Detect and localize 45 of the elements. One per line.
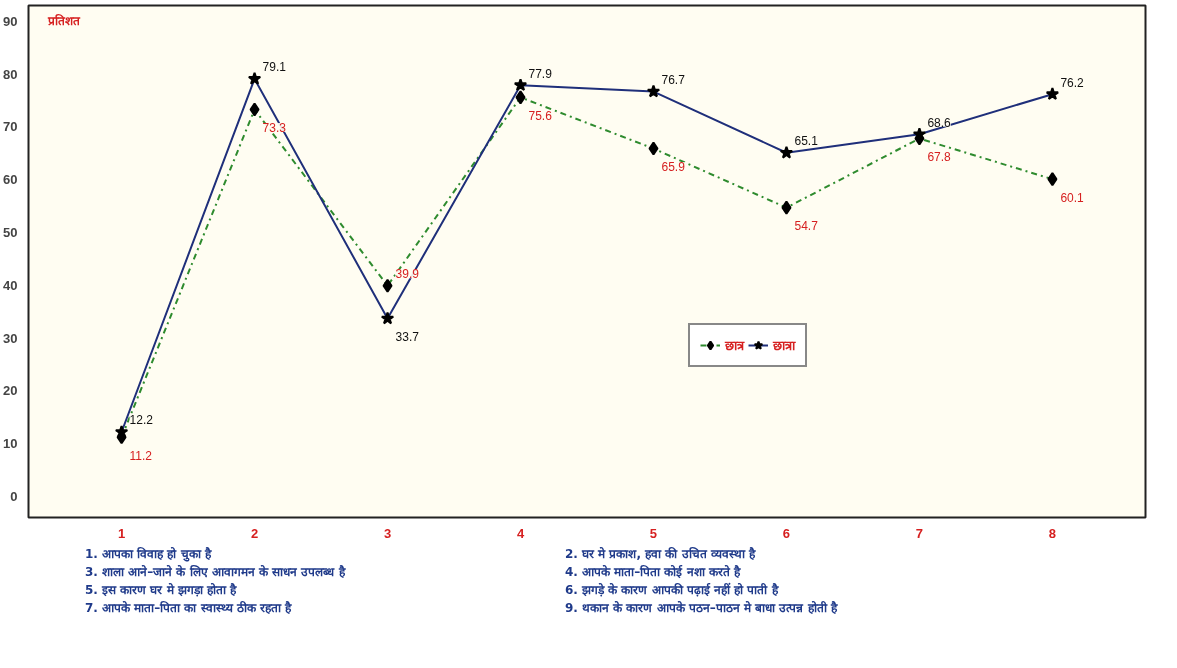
text: 6. झगड़े के कारण आपकी पढ़ाई नहीं हो पाती है <box>565 582 780 600</box>
text: 7. आपके माता–पिता का स्वास्थ्य ठीक रहता है <box>85 600 293 618</box>
y-axis-title: प्रतिशत <box>47 14 82 29</box>
y-tick-label: 30 <box>3 330 18 346</box>
y-tick-label: 40 <box>3 277 18 293</box>
y-tick-label: 80 <box>3 66 18 82</box>
data-label: 60.1 <box>1060 190 1085 205</box>
data-label: 54.7 <box>794 219 819 234</box>
text: 4. आपके माता–पिता कोई नशा करते है <box>565 564 742 582</box>
x-tick-label: 2 <box>250 525 259 541</box>
data-label: 12.2 <box>129 413 154 428</box>
text: 5. इस कारण घर मे झगड़ा होता है <box>85 582 238 600</box>
x-tick-label: 3 <box>383 525 392 541</box>
x-tick-label: 8 <box>1048 525 1057 541</box>
y-tick-label: 0 <box>10 488 18 504</box>
x-tick-label: 6 <box>782 525 791 541</box>
x-tick-label: 1 <box>117 525 126 541</box>
x-tick-label: 4 <box>516 525 525 541</box>
data-label: 76.2 <box>1060 75 1085 90</box>
text: 1. आपका विवाह हो चुका है <box>85 546 213 564</box>
data-label: 11.2 <box>129 448 153 463</box>
data-label: 73.3 <box>262 120 287 135</box>
data-label: 67.8 <box>927 150 952 165</box>
data-label: 76.7 <box>661 73 686 88</box>
x-tick-label: 7 <box>915 525 924 541</box>
data-label: 68.6 <box>927 115 952 130</box>
data-label: 65.9 <box>661 160 686 175</box>
y-tick-label: 70 <box>3 119 18 135</box>
text: 9. थकान के कारण आपके पठन–पाठन मे बाधा उत्पन्न होती है <box>565 600 839 618</box>
y-tick-label: 50 <box>3 224 18 240</box>
text: 2. घर मे प्रकाश, हवा की उचित व्यवस्था है <box>565 546 757 563</box>
y-tick-label: 60 <box>3 172 18 188</box>
y-tick-label: 10 <box>3 436 18 452</box>
legend-label: छात्रा <box>773 337 795 354</box>
data-label: 75.6 <box>528 108 553 123</box>
y-tick-label: 20 <box>3 383 18 399</box>
y-tick-label: 90 <box>3 13 18 29</box>
data-label: 39.9 <box>395 267 420 282</box>
x-tick-label: 5 <box>649 525 658 541</box>
data-label: 65.1 <box>794 134 819 149</box>
text: 3. शाला आने–जाने के लिए आवागमन के साधन उपलब्ध है <box>85 564 347 582</box>
legend-label: छात्र <box>725 337 745 354</box>
data-label: 33.7 <box>395 330 420 345</box>
data-label: 79.1 <box>262 60 287 75</box>
data-label: 77.9 <box>528 66 553 81</box>
